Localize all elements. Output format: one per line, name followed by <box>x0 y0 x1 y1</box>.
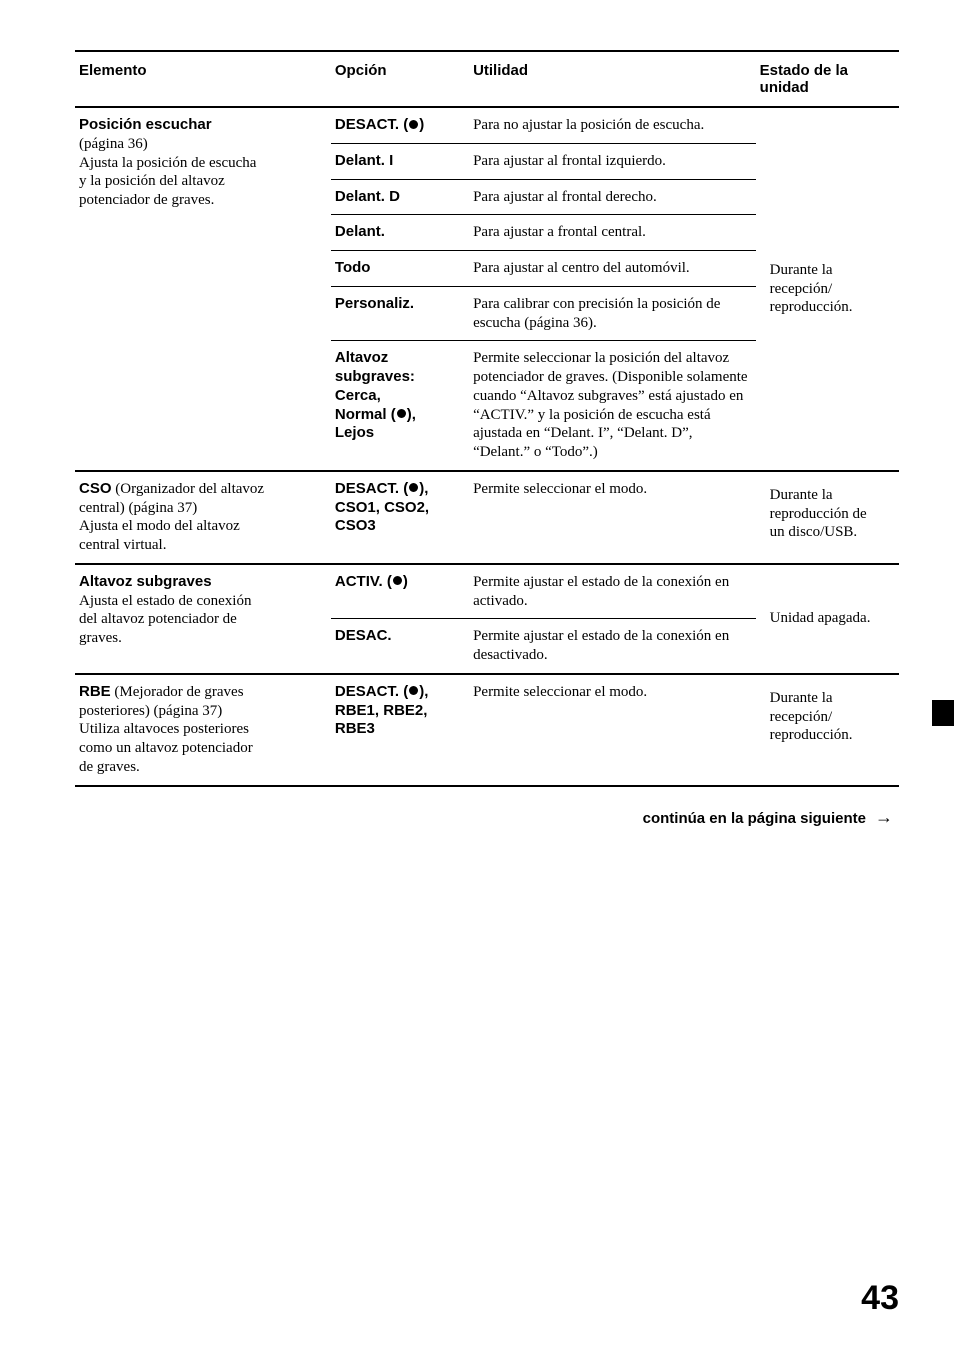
header-estado: Estado de la unidad <box>756 51 899 107</box>
table-row: Altavoz subgraves Ajusta el estado de co… <box>75 564 899 619</box>
bullet-icon <box>409 686 418 695</box>
element-cell: RBE (Mejorador de graves posteriores) (p… <box>75 674 331 786</box>
option-cell: Delant. D <box>331 179 469 215</box>
state-cell: Durante la recepción/ reproducción. <box>756 674 899 786</box>
bullet-icon <box>409 120 418 129</box>
bullet-icon <box>409 483 418 492</box>
utility-cell: Para ajustar al centro del automóvil. <box>469 251 756 287</box>
utility-cell: Permite ajustar el estado de la conexión… <box>469 619 756 674</box>
posicion-desc: potenciador de graves. <box>79 192 214 208</box>
utility-cell: Para no ajustar la posición de escucha. <box>469 107 756 143</box>
page-edge-tab <box>932 700 954 726</box>
option-cell: DESACT. (), CSO1, CSO2, CSO3 <box>331 471 469 564</box>
header-elemento: Elemento <box>75 51 331 107</box>
option-cell: Todo <box>331 251 469 287</box>
header-estado-l2: unidad <box>760 79 809 96</box>
utility-cell: Para calibrar con precisión la posición … <box>469 286 756 341</box>
bullet-icon <box>397 409 406 418</box>
bullet-icon <box>393 576 402 585</box>
state-cell: Unidad apagada. <box>756 564 899 674</box>
utility-cell: Para ajustar al frontal izquierdo. <box>469 143 756 179</box>
option-cell: Personaliz. <box>331 286 469 341</box>
table-row: Posición escuchar (página 36) Ajusta la … <box>75 107 899 143</box>
utility-cell: Permite ajustar el estado de la conexión… <box>469 564 756 619</box>
option-cell: Delant. <box>331 215 469 251</box>
settings-table: Elemento Opción Utilidad Estado de la un… <box>75 50 899 787</box>
table-row: CSO (Organizador del altavoz central) (p… <box>75 471 899 564</box>
continuation-note: continúa en la página siguiente → <box>75 807 899 828</box>
table-header-row: Elemento Opción Utilidad Estado de la un… <box>75 51 899 107</box>
arrow-right-icon: → <box>870 807 893 827</box>
posicion-sub: (página 36) <box>79 136 148 152</box>
option-cell: DESACT. (), RBE1, RBE2, RBE3 <box>331 674 469 786</box>
posicion-desc: Ajusta la posición de escucha <box>79 155 256 171</box>
utility-cell: Permite seleccionar el modo. <box>469 471 756 564</box>
option-cell: DESAC. <box>331 619 469 674</box>
element-cell: CSO (Organizador del altavoz central) (p… <box>75 471 331 564</box>
utility-cell: Para ajustar a frontal central. <box>469 215 756 251</box>
utility-cell: Permite seleccionar la posición del alta… <box>469 341 756 471</box>
header-estado-l1: Estado de la <box>760 62 848 79</box>
header-opcion: Opción <box>331 51 469 107</box>
posicion-desc: y la posición del altavoz <box>79 173 225 189</box>
header-utilidad: Utilidad <box>469 51 756 107</box>
option-cell: ACTIV. () <box>331 564 469 619</box>
option-cell: Delant. I <box>331 143 469 179</box>
page-number: 43 <box>861 1279 899 1318</box>
state-cell: Durante la reproducción de un disco/USB. <box>756 471 899 564</box>
option-cell: Altavoz subgraves: Cerca, Normal (), Lej… <box>331 341 469 471</box>
utility-cell: Para ajustar al frontal derecho. <box>469 179 756 215</box>
posicion-title: Posición escuchar <box>79 116 212 133</box>
state-cell: Durante la recepción/ reproducción. <box>756 107 899 471</box>
option-cell: DESACT. () <box>331 107 469 143</box>
element-cell: Altavoz subgraves Ajusta el estado de co… <box>75 564 331 674</box>
utility-cell: Permite seleccionar el modo. <box>469 674 756 786</box>
table-row: RBE (Mejorador de graves posteriores) (p… <box>75 674 899 786</box>
